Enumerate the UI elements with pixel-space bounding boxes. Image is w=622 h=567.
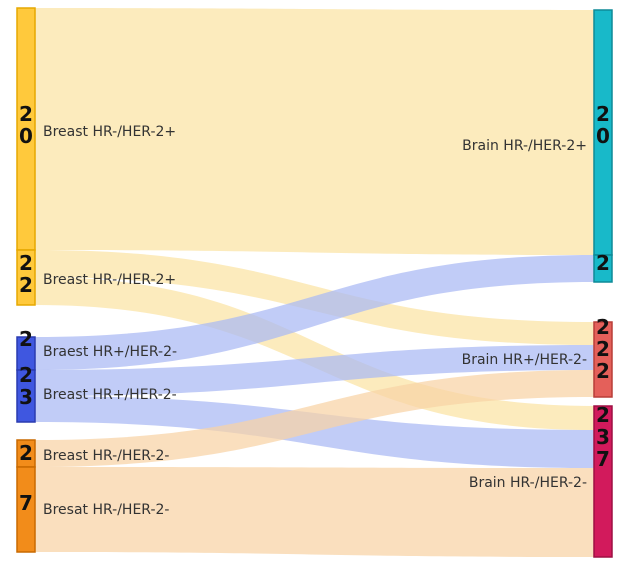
source-node-label-5: Breast HR-/HER-2- — [43, 448, 169, 464]
source-node-label-4: Breast HR+/HER-2- — [43, 387, 177, 403]
flow-breast-hr-her-2-to-brain-hr-her-2 — [35, 277, 594, 430]
source-node-value-6: 7 — [19, 491, 33, 515]
target-node-node-2 — [593, 254, 613, 283]
source-node-value-5: 2 — [19, 441, 33, 465]
flows-layer — [35, 8, 594, 557]
source-node-label-2: Breast HR-/HER-2+ — [43, 272, 176, 288]
source-node-breast-hr-her-2-2 — [16, 249, 36, 306]
source-node-label-3: Braest HR+/HER-2- — [43, 344, 177, 360]
source-node-label-1: Breast HR-/HER-2+ — [43, 124, 176, 140]
target-node-value-2: 2 — [596, 251, 610, 275]
target-node-label-1: Brain HR-/HER-2+ — [462, 138, 587, 154]
source-node-bresat-hr-her-2-6 — [16, 466, 36, 553]
labels-layer: 2 0 Breast HR-/HER-2+2 2 Breast HR-/HER-2+2B… — [19, 102, 610, 518]
flow-breast-hr-her-2-to-brain-hr-her-2 — [35, 8, 594, 255]
flow-bresat-hr-her-2-to-brain-hr-her-2 — [35, 467, 594, 557]
source-node-breast-hr-her-2-4 — [16, 369, 36, 423]
flow-braest-hr-her-2-to-brain-hr-her-2 — [35, 255, 594, 370]
flow-breast-hr-her-2-to-brain-hr-her-2 — [35, 345, 594, 396]
nodes-layer — [16, 7, 613, 558]
target-node-brain-hr-her-2-4 — [593, 405, 613, 558]
source-node-label-6: Bresat HR-/HER-2- — [43, 502, 169, 518]
target-node-brain-hr-her-2-3 — [593, 321, 613, 398]
target-node-label-3: Brain HR+/HER-2- — [462, 352, 587, 368]
flow-breast-hr-her-2-to-brain-hr-her-2 — [35, 370, 594, 467]
source-node-value-3: 2 — [19, 327, 33, 351]
target-node-label-4: Brain HR-/HER-2- — [469, 475, 587, 491]
